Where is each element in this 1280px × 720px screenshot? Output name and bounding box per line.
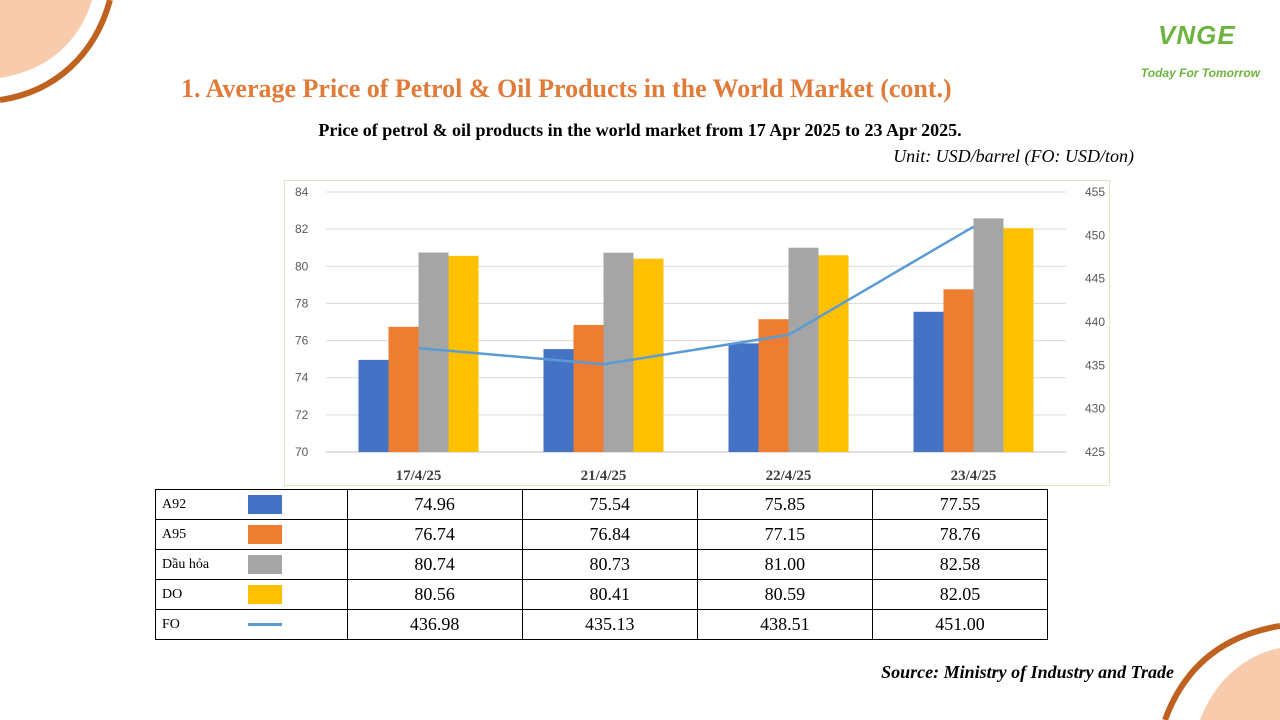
y-left-tick-label: 78 xyxy=(295,296,309,310)
legend-swatch xyxy=(248,525,282,544)
bar-a92 xyxy=(728,343,759,452)
y-left-tick-label: 74 xyxy=(295,371,309,385)
legend-swatch xyxy=(248,623,282,626)
table-cell: 76.84 xyxy=(521,519,698,550)
legend-swatch xyxy=(248,555,282,574)
bar-do xyxy=(818,255,849,452)
row-label-cell: DO xyxy=(155,579,348,610)
table-cell: 75.54 xyxy=(521,489,698,520)
y-left-tick-label: 72 xyxy=(295,408,309,422)
table-row: FO 436.98 435.13 438.51 451.00 xyxy=(155,609,1049,640)
bar-dầu-hỏa xyxy=(418,252,449,452)
table-cell: 77.15 xyxy=(696,519,873,550)
table-cell: 78.76 xyxy=(871,519,1049,550)
x-category-label: 21/4/25 xyxy=(581,468,627,484)
row-label-cell: Dầu hỏa xyxy=(155,549,348,580)
top-left-arc-stroke xyxy=(0,0,113,103)
row-label-cell: A92 xyxy=(155,489,348,520)
table-cell: 436.98 xyxy=(346,609,523,640)
table-cell: 438.51 xyxy=(696,609,873,640)
table-cell: 80.56 xyxy=(346,579,523,610)
legend-swatch xyxy=(248,495,282,514)
bar-dầu-hỏa xyxy=(973,218,1004,452)
bar-a95 xyxy=(943,289,974,452)
bar-a92 xyxy=(543,349,574,452)
table-cell: 82.05 xyxy=(871,579,1049,610)
bar-a92 xyxy=(358,359,389,452)
bottom-right-arc-fill xyxy=(1200,648,1280,720)
table-row: A95 76.74 76.84 77.15 78.76 xyxy=(155,519,1049,550)
y-left-tick-label: 70 xyxy=(295,445,309,459)
bar-dầu-hỏa xyxy=(603,252,634,452)
table-row: A92 74.96 75.54 75.85 77.55 xyxy=(155,489,1049,520)
table-cell: 80.41 xyxy=(521,579,698,610)
x-category-label: 17/4/25 xyxy=(396,468,442,484)
combo-chart: 70 72 74 76 78 80 82 84 425 430 435 440 445 450 455 17/… xyxy=(295,185,1105,484)
table-cell: 75.85 xyxy=(696,489,873,520)
bar-a95 xyxy=(573,324,604,452)
y-right-tick-label: 435 xyxy=(1085,358,1105,372)
table-cell: 451.00 xyxy=(871,609,1049,640)
row-label: FO xyxy=(162,617,180,632)
company-logo: VNGE Today For Tomorrow xyxy=(1128,16,1268,88)
unit-label: Unit: USD/barrel (FO: USD/ton) xyxy=(893,146,1134,166)
table-cell: 74.96 xyxy=(346,489,523,520)
legend-swatch xyxy=(248,585,282,604)
table-cell: 81.00 xyxy=(696,549,873,580)
table-row: Dầu hỏa 80.74 80.73 81.00 82.58 xyxy=(155,549,1049,580)
y-right-tick-label: 455 xyxy=(1085,185,1105,199)
row-label: A92 xyxy=(162,497,187,512)
chart-area: 70 72 74 76 78 80 82 84 425 430 435 440 445 450 455 17/… xyxy=(284,180,1110,486)
table-row: DO 80.56 80.41 80.59 82.05 xyxy=(155,579,1049,610)
table-cell: 80.74 xyxy=(346,549,523,580)
row-label: Dầu hỏa xyxy=(162,557,210,572)
line-series-fo xyxy=(418,225,975,366)
table-cell: 80.73 xyxy=(521,549,698,580)
logo-tagline: Today For Tomorrow xyxy=(1140,66,1260,80)
bottom-right-arc-stroke xyxy=(1162,623,1280,720)
data-table: A92 74.96 75.54 75.85 77.55 A95 76.74 76.84 77.1… xyxy=(155,489,1049,640)
top-left-arc-fill xyxy=(0,0,92,78)
logo-mark: VNGE xyxy=(1158,20,1236,50)
y-right-tick-label: 450 xyxy=(1085,228,1105,242)
y-right-tick-label: 445 xyxy=(1085,272,1105,286)
bar-a92 xyxy=(913,311,944,452)
y-right-tick-label: 440 xyxy=(1085,315,1105,329)
bar-a95 xyxy=(758,319,789,452)
chart-title-text: Price of petrol & oil products in the wo… xyxy=(318,120,962,140)
y-left-tick-label: 76 xyxy=(295,334,309,348)
table-cell: 435.13 xyxy=(521,609,698,640)
chart-title: Price of petrol & oil products in the wo… xyxy=(0,120,1280,141)
x-category-label: 23/4/25 xyxy=(951,468,997,484)
y-left-tick-label: 80 xyxy=(295,259,309,273)
x-category-label: 22/4/25 xyxy=(766,468,812,484)
bar-dầu-hỏa xyxy=(788,247,819,452)
y-left-tick-label: 82 xyxy=(295,222,309,236)
bar-a95 xyxy=(388,326,419,452)
y-left-tick-label: 84 xyxy=(295,185,309,199)
table-cell: 80.59 xyxy=(696,579,873,610)
source-note: Source: Ministry of Industry and Trade xyxy=(881,662,1174,682)
bar-do xyxy=(1003,228,1034,452)
row-label-cell: FO xyxy=(155,609,348,640)
row-label: A95 xyxy=(162,527,187,542)
table-cell: 76.74 xyxy=(346,519,523,550)
y-right-tick-label: 425 xyxy=(1085,445,1105,459)
row-label-cell: A95 xyxy=(155,519,348,550)
table-cell: 82.58 xyxy=(871,549,1049,580)
slide-heading: 1. Average Price of Petrol & Oil Product… xyxy=(181,74,952,103)
row-label: DO xyxy=(162,587,183,602)
table-cell: 77.55 xyxy=(871,489,1049,520)
y-right-tick-label: 430 xyxy=(1085,402,1105,416)
